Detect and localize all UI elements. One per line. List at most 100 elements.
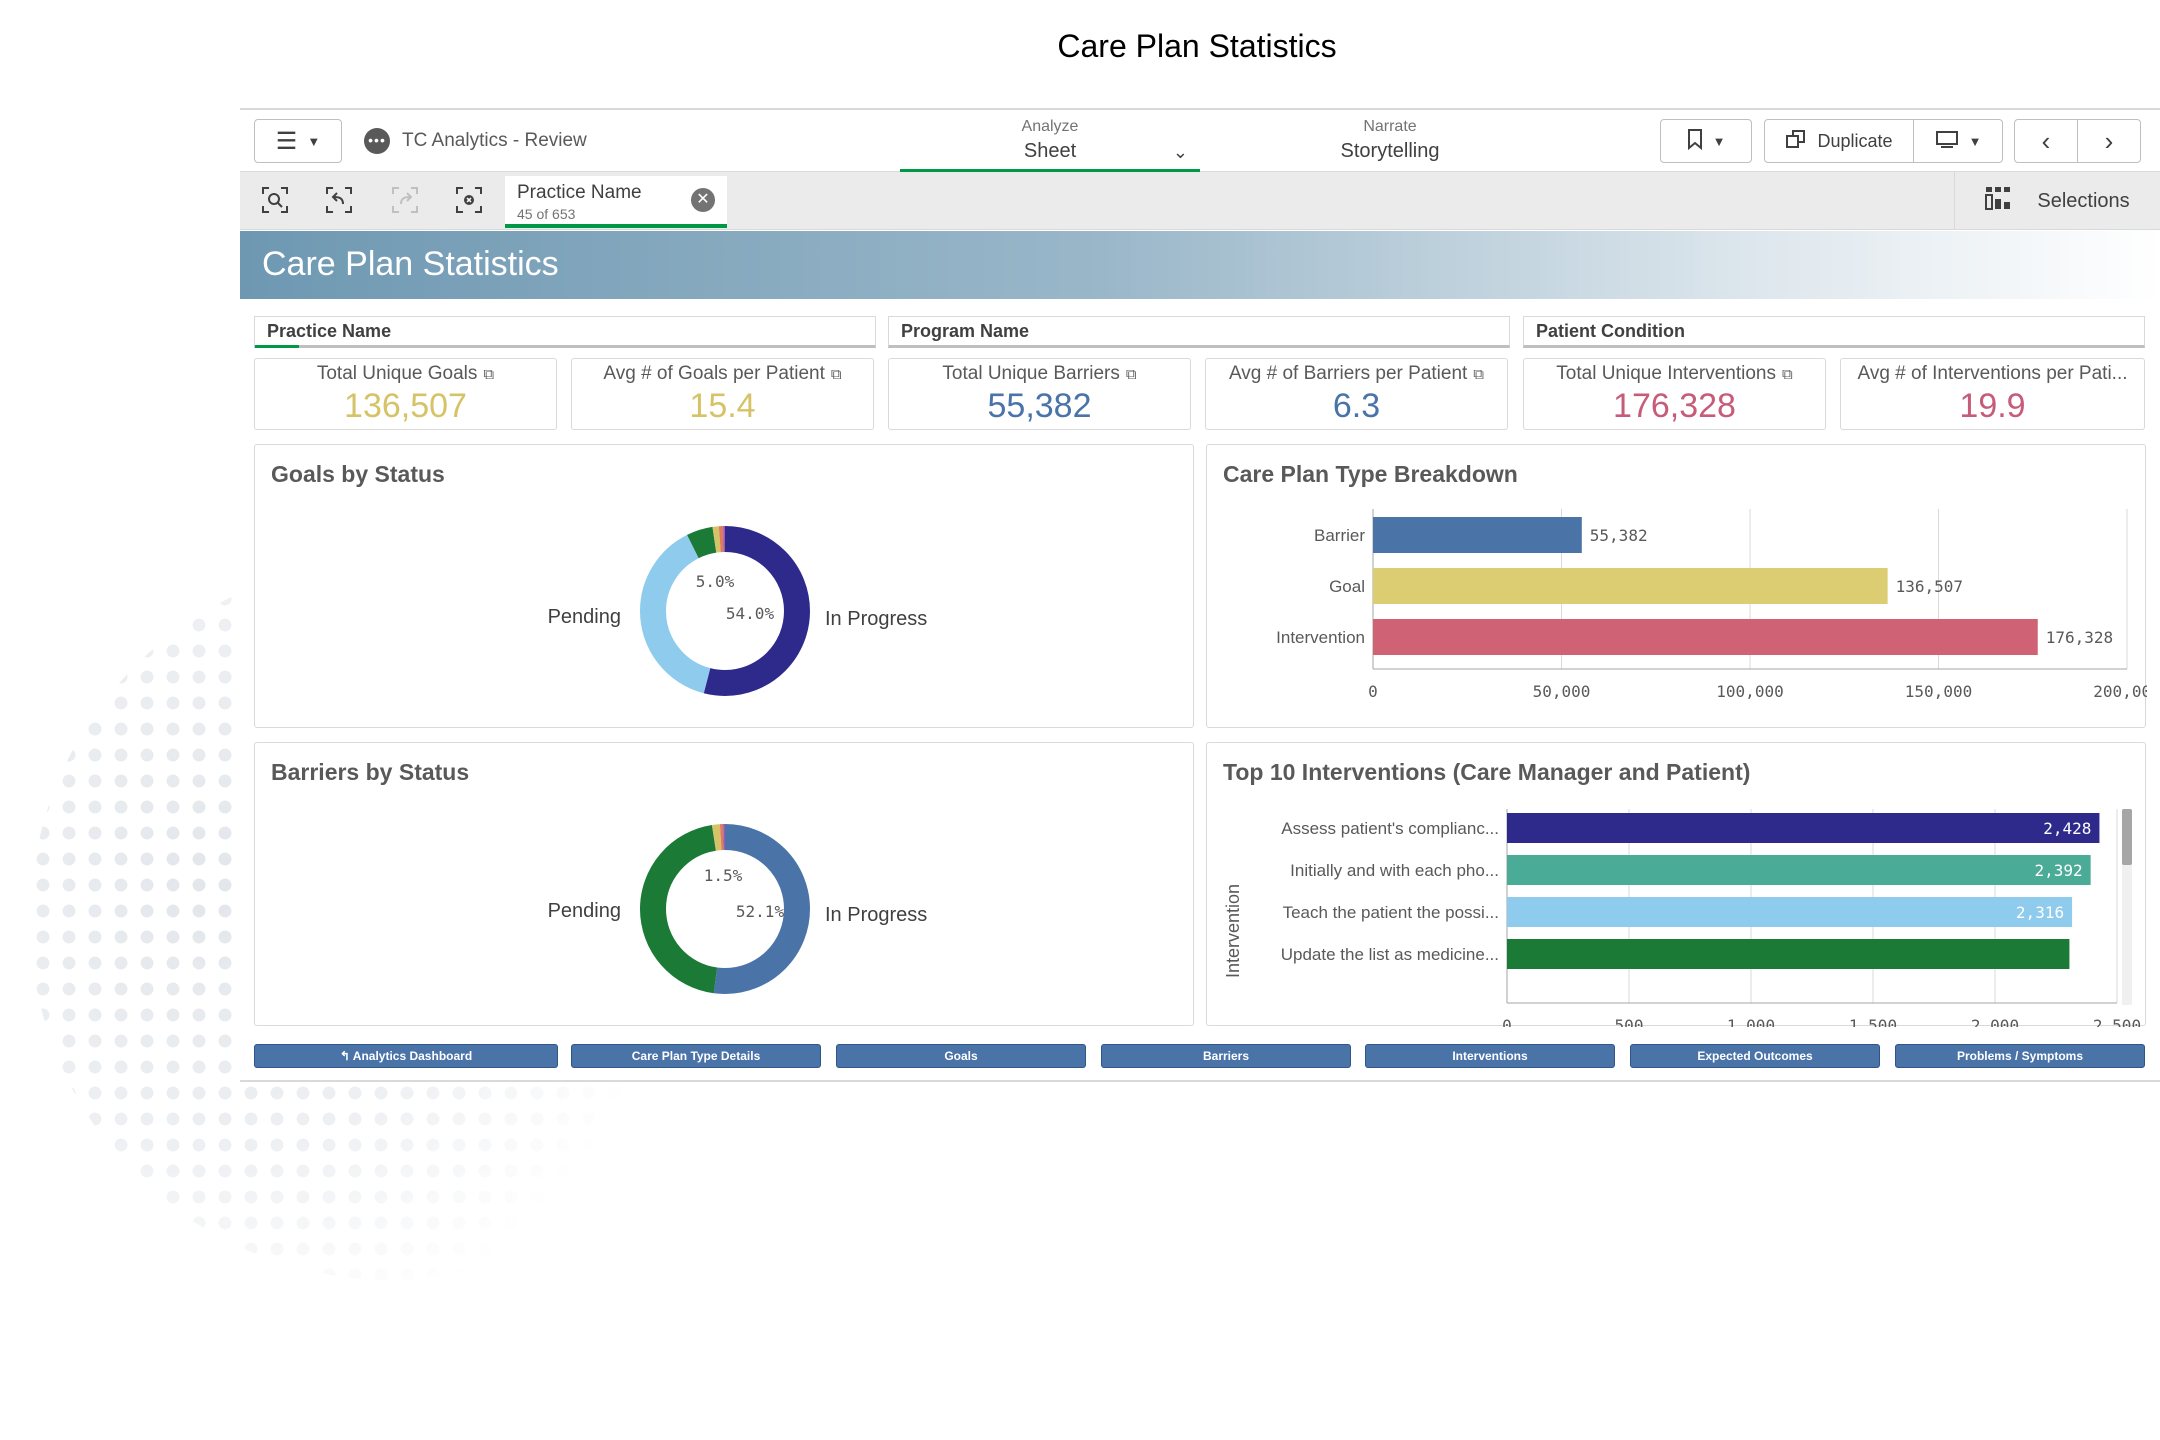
kpi-avg-goals-per-patient[interactable]: Avg # of Goals per Patient ⧉ 15.4 (571, 358, 874, 430)
sheet-mode-label: Sheet (1023, 140, 1077, 162)
smart-search-icon[interactable] (260, 186, 290, 216)
kpi-total-unique-barriers[interactable]: Total Unique Barriers ⧉ 55,382 (888, 358, 1191, 430)
nav-expected-outcomes-button[interactable]: Expected Outcomes (1630, 1044, 1880, 1068)
main-menu-button[interactable]: ☰ ▼ (254, 119, 342, 163)
nav-goals-button[interactable]: Goals (836, 1044, 1086, 1068)
barriers-donut-chart[interactable]: 1.5% 52.1% Pending In Progress (255, 743, 1195, 1027)
selection-chip-count: 45 of 653 (517, 206, 576, 222)
external-link-icon[interactable]: ⧉ (1125, 366, 1137, 383)
app-title[interactable]: ••• TC Analytics - Review (364, 128, 587, 154)
slide-title: Care Plan Statistics (1057, 28, 1337, 64)
barriers-label-1-5pct: 1.5% (704, 866, 743, 885)
external-link-icon[interactable]: ⧉ (1781, 366, 1793, 383)
filter-practice-name[interactable]: Practice Name (254, 316, 876, 348)
kpi-avg-barriers-per-patient[interactable]: Avg # of Barriers per Patient ⧉ 6.3 (1205, 358, 1508, 430)
x-tick-label: 0 (1368, 682, 1378, 701)
app-name-label: TC Analytics - Review (402, 130, 587, 151)
goals-legend-in-progress: In Progress (825, 608, 927, 630)
step-back-icon[interactable] (324, 186, 354, 216)
clear-all-selections-icon[interactable] (454, 186, 484, 216)
filter-label: Patient Condition (1536, 321, 1685, 341)
kpi-label: Total Unique Goals (316, 363, 478, 384)
chevron-down-icon[interactable]: ⌄ (1172, 142, 1188, 162)
value-label: 2,316 (2016, 903, 2064, 922)
bar-2[interactable] (1507, 897, 2073, 927)
nav-button-label: Care Plan Type Details (631, 1049, 761, 1063)
panel-barriers-by-status[interactable]: Barriers by Status 1.5% 52.1% Pending In… (254, 742, 1194, 1026)
care-plan-bar-chart[interactable]: 0 50,000 100,000 150,000 200,000 Barrier 55,38… (1207, 445, 2147, 729)
kpi-value: 15.4 (689, 387, 756, 425)
panel-top-10-interventions[interactable]: Top 10 Interventions (Care Manager and P… (1206, 742, 2147, 1027)
value-label: 55,382 (1590, 526, 1648, 545)
sheet-header: Care Plan Statistics (240, 231, 2160, 299)
filter-program-name[interactable]: Program Name (888, 316, 1510, 348)
value-label: 176,328 (2046, 628, 2113, 647)
nav-button-label: Barriers (1202, 1049, 1250, 1063)
selections-grid-icon (1985, 185, 2011, 217)
next-sheet-button[interactable]: › (2077, 119, 2141, 163)
goals-legend-pending: Pending (548, 606, 621, 628)
nav-button-label: Interventions (1452, 1049, 1528, 1063)
panel-goals-by-status[interactable]: Goals by Status 5.0% 54.0% Pending In Pr… (254, 444, 1194, 728)
nav-interventions-button[interactable]: Interventions (1365, 1044, 1615, 1068)
kpi-label: Avg # of Interventions per Pati... (1857, 363, 2128, 384)
barriers-donut-slice-4[interactable] (640, 824, 810, 994)
selections-bar: Practice Name 45 of 653 ✕ Selections (240, 172, 2160, 230)
panel-care-plan-type-breakdown[interactable]: Care Plan Type Breakdown 0 50,000 100,000 1… (1206, 444, 2147, 729)
goals-donut-chart[interactable]: 5.0% 54.0% Pending In Progress (255, 445, 1195, 729)
device-view-button[interactable]: ▼ (1913, 119, 2003, 163)
hamburger-icon: ☰ (275, 127, 298, 155)
bar-1[interactable] (1507, 855, 2091, 885)
duplicate-label: Duplicate (1817, 130, 1893, 151)
filter-patient-condition[interactable]: Patient Condition (1523, 316, 2145, 348)
nav-problems-symptoms-button[interactable]: Problems / Symptoms (1895, 1044, 2145, 1068)
kpi-avg-interventions-per-patient[interactable]: Avg # of Interventions per Pati... 19.9 (1840, 358, 2145, 430)
nav-button-label: Analytics Dashboard (352, 1049, 473, 1063)
chart-scrollbar-thumb[interactable] (2122, 809, 2132, 865)
clear-selection-icon[interactable]: ✕ (691, 188, 715, 212)
kpi-total-unique-goals[interactable]: Total Unique Goals ⧉ 136,507 (254, 358, 557, 430)
selections-tool-button[interactable]: Selections (1954, 172, 2160, 230)
category-label: Update the list as medicine... (1281, 945, 1499, 964)
duplicate-button[interactable]: Duplicate (1764, 119, 1914, 163)
kpi-value: 55,382 (987, 387, 1092, 425)
x-tick-label: 1,000 (1727, 1016, 1775, 1027)
nav-button-label: Expected Outcomes (1697, 1049, 1813, 1063)
previous-sheet-button[interactable]: ‹ (2014, 119, 2078, 163)
filter-label: Program Name (901, 321, 1030, 341)
goals-donut-slice-5[interactable] (640, 526, 810, 696)
kpi-total-unique-interventions[interactable]: Total Unique Interventions ⧉ 176,328 (1523, 358, 1826, 430)
duplicate-icon (1785, 128, 1807, 155)
tab-analyze-sheet[interactable]: Analyze Sheet ⌄ (900, 118, 1200, 172)
bar-0[interactable] (1373, 517, 1582, 553)
nav-button-label: Goals (944, 1049, 978, 1063)
nav-barriers-button[interactable]: Barriers (1101, 1044, 1351, 1068)
external-link-icon[interactable]: ⧉ (830, 366, 842, 383)
bar-2[interactable] (1373, 619, 2038, 655)
chevron-right-icon: › (2104, 125, 2114, 156)
axis-label-intervention: Intervention (1223, 884, 1243, 978)
nav-care-plan-type-details-button[interactable]: Care Plan Type Details (571, 1044, 821, 1068)
nav-analytics-dashboard-button[interactable]: ↰ Analytics Dashboard (254, 1044, 558, 1068)
bar-3[interactable] (1507, 939, 2070, 969)
x-tick-label: 200,000 (2093, 682, 2147, 701)
chevron-down-icon: ▼ (1968, 133, 1982, 149)
external-link-icon[interactable]: ⧉ (1473, 366, 1485, 383)
x-tick-label: 1,500 (1849, 1016, 1897, 1027)
barriers-donut-slice-1[interactable] (640, 824, 810, 994)
step-forward-icon[interactable] (390, 186, 420, 216)
bookmarks-button[interactable]: ▼ (1660, 119, 1752, 163)
bar-1[interactable] (1373, 568, 1888, 604)
back-arrow-icon: ↰ (339, 1049, 353, 1063)
external-link-icon[interactable]: ⧉ (483, 366, 495, 383)
bar-0[interactable] (1507, 813, 2100, 843)
selection-chip-practice-name[interactable]: Practice Name 45 of 653 ✕ (505, 176, 727, 228)
category-label: Goal (1329, 577, 1365, 596)
tab-narrate-storytelling[interactable]: Narrate Storytelling (1240, 118, 1540, 163)
value-label: 2,428 (2043, 819, 2091, 838)
goals-donut-slice-1[interactable] (640, 526, 810, 696)
top-interventions-bar-chart[interactable]: Intervention 0 500 1,000 1,500 2,000 2,500 Ass… (1207, 743, 2147, 1027)
x-tick-label: 0 (1502, 1016, 1512, 1027)
chart-scrollbar-track[interactable] (2122, 809, 2132, 1005)
top-toolbar: ☰ ▼ ••• TC Analytics - Review Analyze Sh… (240, 110, 2160, 172)
